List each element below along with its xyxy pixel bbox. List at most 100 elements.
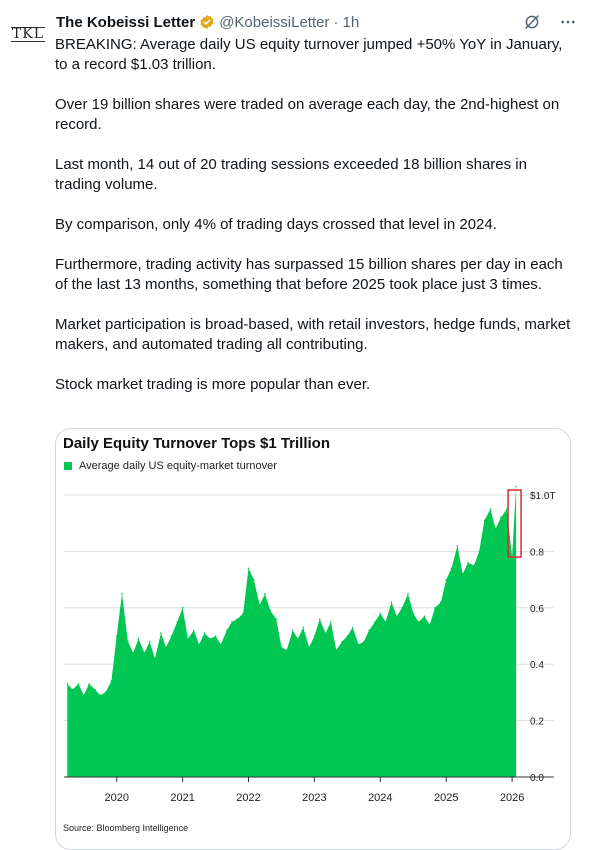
x-tick-label: 2022 <box>236 792 260 804</box>
data-point <box>308 646 310 649</box>
x-tick-label: 2021 <box>170 792 194 804</box>
data-point <box>121 592 123 595</box>
x-tick-label: 2025 <box>434 792 458 804</box>
data-point <box>445 578 448 581</box>
data-point <box>176 621 179 623</box>
data-point <box>318 618 321 620</box>
data-point <box>242 612 244 615</box>
tweet-paragraph: Stock market trading is more popular tha… <box>55 376 371 393</box>
data-point <box>181 607 184 609</box>
chart-image-card[interactable]: 0.0 0.2 0.4 0.6 0.8 $1.0T 2020 2021 2022 2023 2024… <box>55 428 571 850</box>
more-options-icon[interactable] <box>559 13 577 31</box>
tweet-header: The Kobeissi Letter @KobeissiLetter · 1h <box>56 12 577 32</box>
data-point <box>154 657 156 660</box>
data-point <box>341 640 343 643</box>
data-point <box>165 646 167 649</box>
author-handle[interactable]: @KobeissiLetter <box>219 13 330 31</box>
x-tick-label: 2024 <box>368 792 392 804</box>
grok-icon[interactable] <box>523 13 541 31</box>
separator-dot: · <box>333 13 339 31</box>
data-point <box>275 618 277 620</box>
data-point <box>335 649 338 651</box>
data-point <box>428 623 431 626</box>
avatar-text: TKL <box>10 25 46 42</box>
data-point <box>170 635 173 637</box>
y-tick-label: $1.0T <box>530 491 556 502</box>
data-point <box>203 632 206 634</box>
data-point <box>291 629 294 632</box>
data-point <box>494 528 497 530</box>
data-point <box>379 612 382 615</box>
data-point <box>412 612 415 615</box>
tweet-paragraph: Furthermore, trading activity has surpas… <box>55 256 567 293</box>
tweet-paragraph: Last month, 14 out of 20 trading session… <box>55 156 532 193</box>
chart-legend: Average daily US equity-market turnover <box>64 460 277 472</box>
data-point <box>396 615 398 618</box>
data-point <box>193 629 195 632</box>
data-point <box>132 652 134 654</box>
avatar[interactable]: TKL <box>8 14 48 54</box>
y-tick-label: 0.2 <box>530 717 544 728</box>
x-tick-label: 2023 <box>302 792 326 804</box>
data-point <box>313 635 316 637</box>
data-point <box>357 643 360 646</box>
header-actions <box>523 13 577 31</box>
data-point <box>384 621 387 623</box>
data-point <box>236 618 239 620</box>
data-point <box>198 643 200 646</box>
data-point <box>302 626 304 629</box>
data-point <box>83 694 85 696</box>
legend-swatch <box>64 462 72 470</box>
tweet-text: BREAKING: Average daily US equity turnov… <box>55 35 575 415</box>
data-point <box>285 649 288 651</box>
data-point <box>258 604 261 606</box>
highlight-box <box>507 489 522 558</box>
data-point <box>423 615 426 618</box>
chart-source: Source: Bloomberg Intelligence <box>63 823 189 833</box>
tweet-paragraph: Market participation is broad-based, wit… <box>55 316 575 353</box>
data-point <box>214 635 217 637</box>
data-point <box>440 601 442 603</box>
data-point <box>461 573 464 575</box>
x-tick-label: 2020 <box>104 792 128 804</box>
data-point <box>450 567 453 570</box>
data-point <box>143 652 146 654</box>
data-point <box>368 629 370 632</box>
data-point <box>115 635 118 637</box>
data-point <box>77 683 80 685</box>
data-point <box>330 621 332 623</box>
series-area <box>67 486 517 777</box>
data-point <box>324 632 327 634</box>
data-point <box>351 626 354 629</box>
data-point <box>104 691 107 694</box>
data-point <box>99 694 101 696</box>
data-point <box>66 683 69 685</box>
data-point <box>264 592 266 595</box>
data-point <box>407 592 409 595</box>
tweet-paragraph: By comparison, only 4% of trading days c… <box>55 216 497 233</box>
data-point <box>226 629 228 632</box>
data-point <box>110 680 113 682</box>
legend-label: Average daily US equity-market turnover <box>79 460 277 472</box>
data-point <box>269 609 272 612</box>
timestamp[interactable]: 1h <box>342 13 360 31</box>
y-tick-label: 0.8 <box>530 547 544 558</box>
data-point <box>94 688 96 691</box>
data-point <box>209 638 212 640</box>
data-point <box>280 646 283 649</box>
data-point <box>187 638 189 640</box>
data-point <box>467 561 469 564</box>
data-point <box>401 607 403 609</box>
y-tick-label: 0.4 <box>530 660 544 671</box>
chart-title: Daily Equity Turnover Tops $1 Trillion <box>63 435 330 452</box>
data-point <box>489 508 492 510</box>
data-point <box>515 485 517 488</box>
chart-plot: 0.0 0.2 0.4 0.6 0.8 $1.0T 2020 2021 2022 2023 2024… <box>64 485 556 804</box>
y-tick-label: 0.6 <box>530 604 544 615</box>
data-point <box>417 621 420 623</box>
data-point <box>127 640 129 643</box>
author-name[interactable]: The Kobeissi Letter <box>56 13 196 31</box>
data-point <box>297 638 299 640</box>
data-point <box>390 601 393 603</box>
data-point <box>247 567 250 570</box>
